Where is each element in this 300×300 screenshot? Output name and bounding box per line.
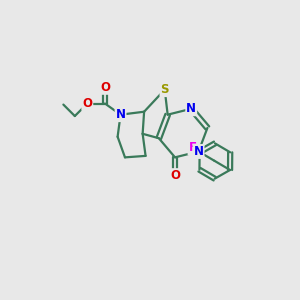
Text: N: N: [186, 102, 196, 115]
Text: N: N: [194, 145, 204, 158]
Text: N: N: [116, 108, 126, 121]
Text: F: F: [188, 141, 196, 154]
Text: S: S: [160, 83, 169, 96]
Text: O: O: [100, 81, 110, 94]
Text: O: O: [170, 169, 180, 182]
Text: O: O: [82, 97, 92, 110]
